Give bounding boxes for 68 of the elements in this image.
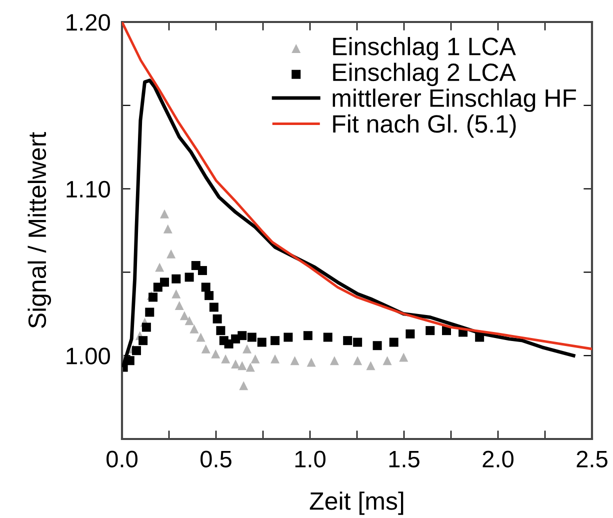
point	[190, 324, 199, 334]
point	[163, 224, 172, 234]
point	[201, 344, 210, 354]
point	[209, 302, 218, 312]
point	[426, 326, 435, 336]
y-axis-title: Signal / Mittelwert	[28, 132, 52, 328]
x-tick-label: 0.0	[106, 450, 138, 468]
point	[284, 332, 293, 342]
point	[238, 361, 247, 370]
point	[142, 322, 151, 332]
point	[211, 349, 220, 358]
point	[204, 291, 214, 300]
point	[353, 338, 362, 347]
point	[399, 352, 408, 362]
point	[406, 329, 415, 338]
point	[306, 358, 316, 367]
point	[201, 282, 210, 292]
point	[343, 336, 352, 346]
x-tick-label: 0.5	[200, 450, 232, 468]
point	[290, 356, 300, 366]
point	[212, 314, 222, 324]
x-tick-label: 2.5	[576, 450, 608, 468]
point	[323, 332, 332, 342]
y-tick-label: 1.00	[66, 348, 110, 364]
point	[198, 266, 207, 276]
point	[138, 336, 148, 346]
point	[172, 274, 181, 284]
point	[303, 331, 312, 340]
point	[145, 308, 154, 317]
point	[247, 332, 256, 342]
x-tick-label: 2.0	[482, 450, 514, 468]
point	[160, 209, 169, 218]
point	[242, 344, 252, 354]
point	[166, 249, 176, 258]
legend-label: mittlerer Einschlag HF	[332, 88, 576, 112]
point	[389, 338, 398, 347]
x-tick-label: 1.0	[295, 450, 326, 468]
point	[174, 301, 184, 310]
point	[160, 278, 169, 287]
point	[155, 262, 164, 272]
point	[196, 332, 206, 342]
point	[172, 289, 181, 298]
legend-label: Einschlag 1 LCA	[333, 37, 516, 60]
point	[238, 331, 247, 340]
x-axis-title: Zeit [ms]	[310, 492, 404, 515]
x-tick-label: 1.5	[389, 450, 420, 468]
point	[221, 354, 230, 364]
y-tick-label: 1.20	[66, 14, 110, 31]
y-tick-label: 1.10	[66, 180, 110, 198]
point	[216, 326, 226, 336]
point	[250, 354, 260, 364]
legend-label: Fit nach Gl. (5.1)	[333, 114, 516, 138]
point	[132, 346, 141, 356]
point	[270, 336, 280, 346]
point	[270, 354, 280, 364]
point	[184, 316, 194, 326]
point	[382, 356, 392, 366]
point	[246, 362, 255, 372]
legend-label: Einschlag 2 LCA	[333, 62, 516, 86]
point	[231, 359, 240, 368]
point	[184, 272, 194, 282]
point	[366, 361, 376, 370]
point	[257, 338, 266, 347]
point	[330, 356, 339, 366]
point	[372, 341, 382, 350]
point	[353, 356, 362, 366]
point	[180, 311, 189, 320]
point	[239, 381, 248, 390]
